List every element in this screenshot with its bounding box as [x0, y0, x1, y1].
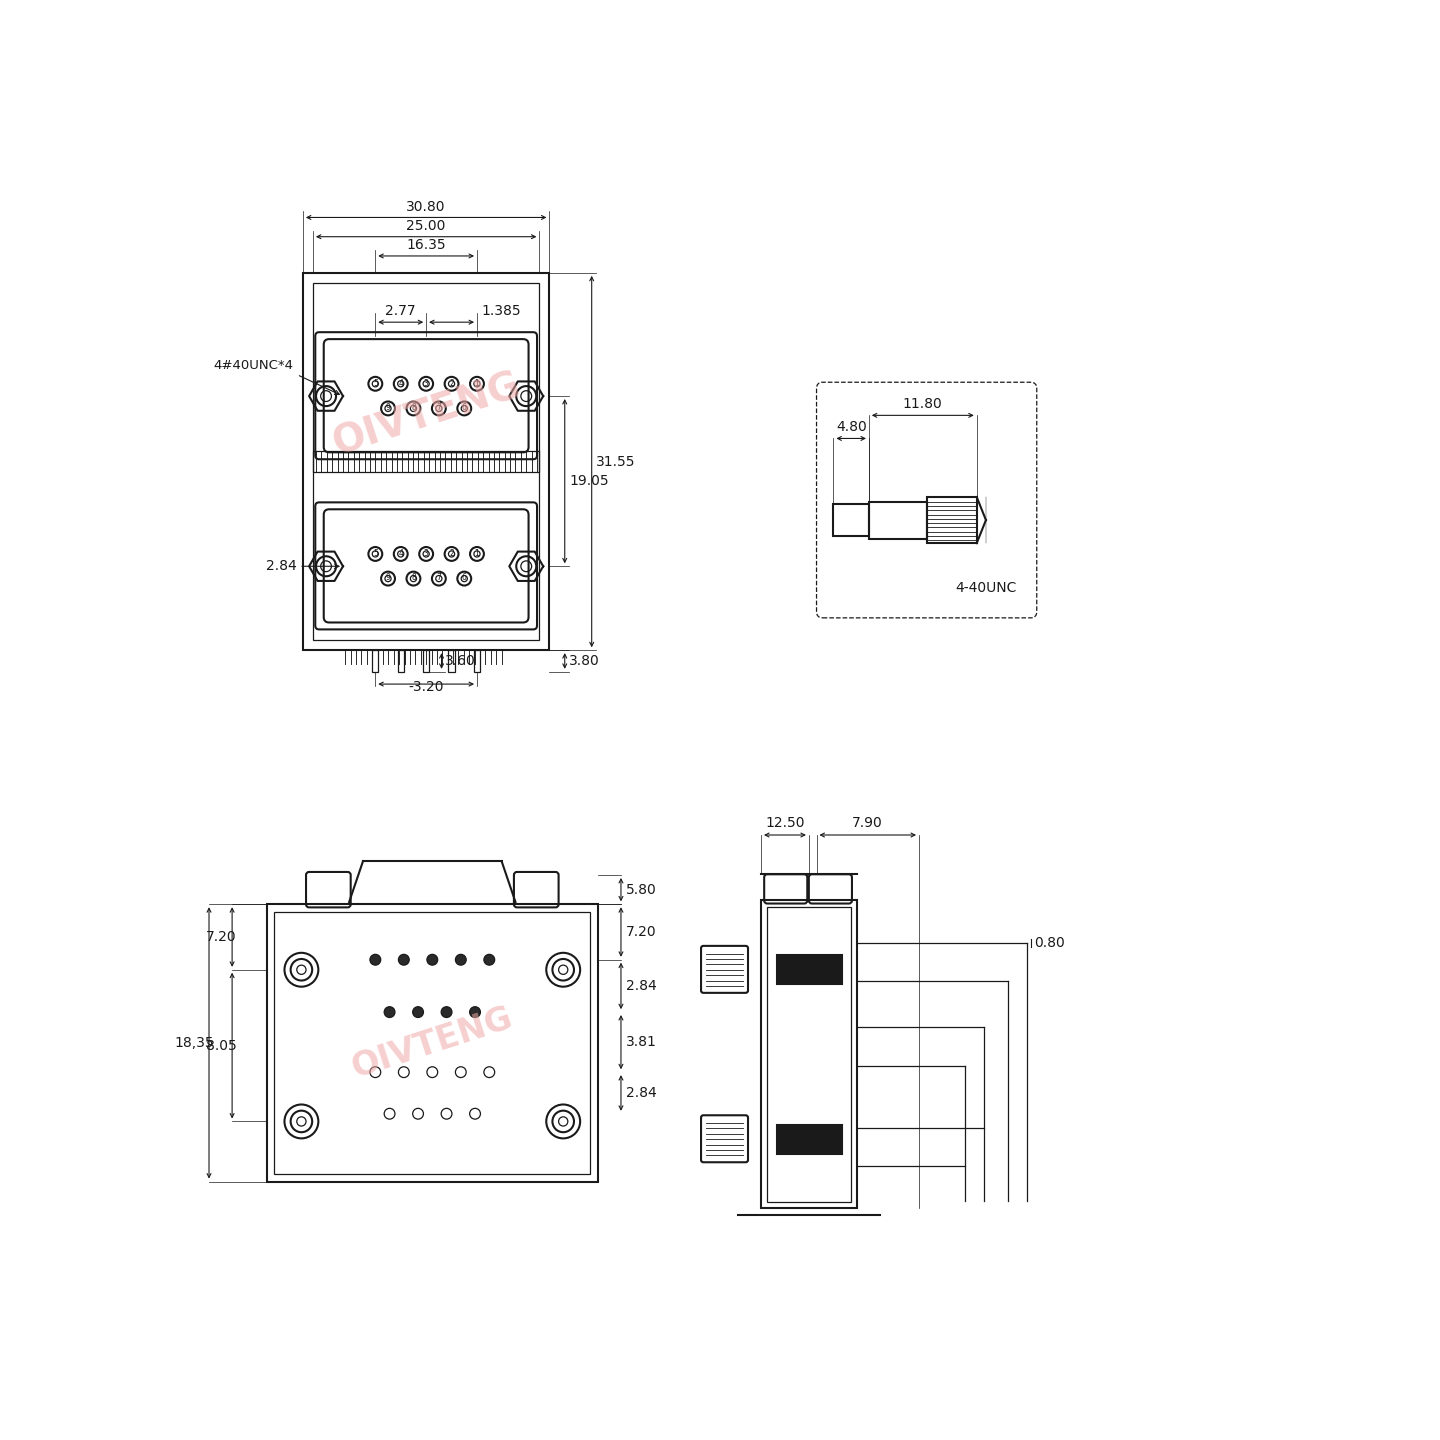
Bar: [312, 282, 540, 641]
Text: 2.84: 2.84: [266, 559, 297, 573]
Circle shape: [455, 955, 467, 965]
Text: 12.50: 12.50: [765, 816, 805, 831]
Bar: [474, 651, 480, 671]
Bar: [834, 504, 868, 536]
Text: 7: 7: [436, 573, 441, 582]
Bar: [423, 651, 429, 671]
Circle shape: [399, 955, 409, 965]
Text: 31.55: 31.55: [596, 455, 636, 468]
Text: 7: 7: [436, 403, 441, 412]
Text: 1: 1: [475, 379, 480, 387]
Circle shape: [426, 955, 438, 965]
Bar: [776, 955, 842, 985]
Text: 9: 9: [386, 403, 390, 412]
Text: -3.20: -3.20: [409, 680, 444, 694]
Text: 2.77: 2.77: [386, 304, 416, 318]
Text: 2.84: 2.84: [625, 1086, 657, 1100]
Text: 7.20: 7.20: [206, 930, 236, 945]
Text: 16.35: 16.35: [406, 238, 446, 252]
Text: 2.84: 2.84: [625, 979, 657, 994]
Text: 3.60: 3.60: [445, 654, 477, 668]
Text: 1.385: 1.385: [481, 304, 521, 318]
Circle shape: [384, 1007, 395, 1018]
Text: 19.05: 19.05: [569, 474, 609, 488]
Text: 5.80: 5.80: [625, 883, 657, 897]
Text: 4: 4: [399, 549, 403, 557]
Text: 1: 1: [475, 549, 480, 557]
Bar: [266, 904, 598, 1181]
Bar: [302, 274, 549, 651]
Text: 5: 5: [373, 379, 377, 387]
Text: 0.80: 0.80: [1034, 936, 1066, 950]
Text: 4.80: 4.80: [835, 420, 867, 433]
Bar: [373, 651, 379, 671]
Text: 9: 9: [386, 573, 390, 582]
Text: 8.05: 8.05: [206, 1038, 236, 1053]
Bar: [776, 1125, 842, 1153]
Circle shape: [413, 1007, 423, 1018]
Bar: [312, 451, 540, 472]
Text: 7.20: 7.20: [625, 924, 657, 939]
Text: 3.81: 3.81: [625, 1035, 657, 1050]
Text: 6: 6: [462, 573, 467, 582]
Text: 3: 3: [423, 549, 429, 557]
Text: 18,35: 18,35: [174, 1035, 213, 1050]
Text: 25.00: 25.00: [406, 219, 446, 233]
Circle shape: [370, 955, 380, 965]
Bar: [275, 912, 590, 1174]
Circle shape: [469, 1007, 481, 1018]
Text: OIVTENG: OIVTENG: [347, 1001, 517, 1084]
Bar: [448, 651, 455, 671]
Circle shape: [441, 1007, 452, 1018]
Bar: [762, 900, 857, 1208]
Bar: [868, 501, 927, 539]
Text: 6: 6: [462, 403, 467, 412]
Text: 11.80: 11.80: [903, 397, 943, 410]
Text: 2: 2: [449, 549, 454, 557]
Text: 8: 8: [410, 403, 416, 412]
Circle shape: [484, 955, 495, 965]
Text: 2: 2: [449, 379, 454, 387]
Text: 4#40UNC*4: 4#40UNC*4: [213, 359, 294, 372]
Text: 30.80: 30.80: [406, 200, 446, 213]
Text: 5: 5: [373, 549, 377, 557]
Bar: [927, 497, 976, 543]
Text: 7.90: 7.90: [852, 816, 883, 831]
Text: OIVTENG: OIVTENG: [327, 367, 526, 464]
Text: 3: 3: [423, 379, 429, 387]
Text: 4-40UNC: 4-40UNC: [955, 580, 1017, 595]
Text: 4: 4: [399, 379, 403, 387]
Text: 8: 8: [410, 573, 416, 582]
Bar: [397, 651, 403, 671]
Bar: [768, 907, 851, 1202]
Text: 3.80: 3.80: [569, 654, 599, 668]
